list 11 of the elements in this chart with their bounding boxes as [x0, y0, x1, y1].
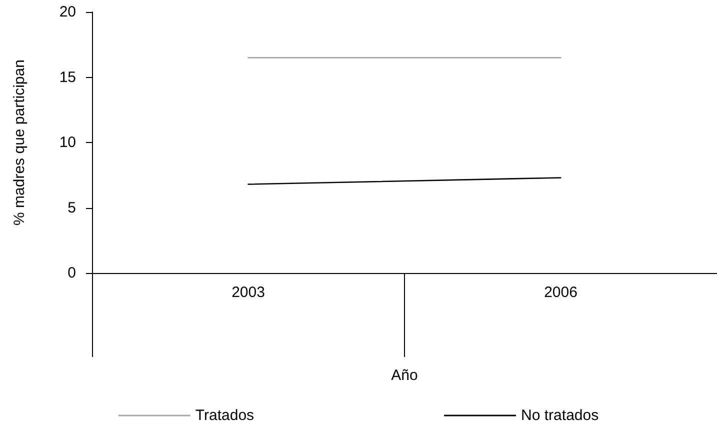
y-tick-label: 5 — [68, 199, 76, 216]
legend-label: No tratados — [521, 407, 599, 424]
y-tick-label: 15 — [59, 68, 76, 86]
y-tick-label: 20 — [59, 4, 76, 20]
x-tick-label: 2006 — [544, 284, 578, 301]
y-tick-label: 10 — [59, 134, 76, 151]
x-tick-label: 2003 — [232, 284, 265, 301]
y-axis-title: % madres que participan — [11, 60, 28, 226]
y-tick-label: 0 — [68, 264, 76, 282]
legend-label: Tratados — [195, 407, 254, 424]
x-axis-title: Año — [391, 367, 418, 384]
